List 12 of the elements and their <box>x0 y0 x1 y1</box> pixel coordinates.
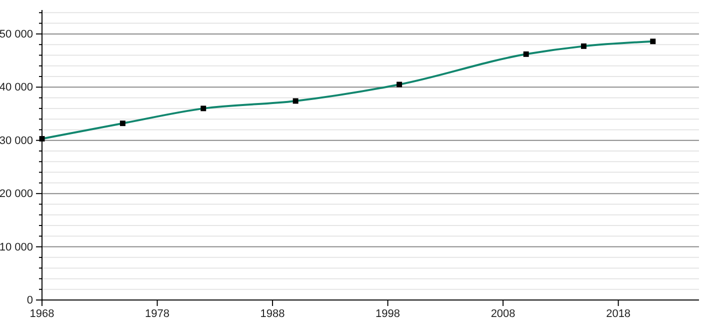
x-tick-label: 2018 <box>606 308 631 320</box>
y-tick-label: 20 000 <box>0 188 33 200</box>
y-tick-label: 10 000 <box>0 241 33 254</box>
x-tick-label: 1988 <box>260 308 285 320</box>
y-tick-label: 0 <box>26 294 33 307</box>
y-tick-label: 50 000 <box>0 28 33 40</box>
x-tick-label: 1968 <box>30 308 54 320</box>
y-tick-label: 30 000 <box>0 134 33 147</box>
x-tick-label: 1978 <box>145 308 170 320</box>
x-tick-label: 1998 <box>376 308 400 320</box>
y-tick-label: 40 000 <box>0 82 33 94</box>
x-tick-label: 2008 <box>490 308 516 320</box>
